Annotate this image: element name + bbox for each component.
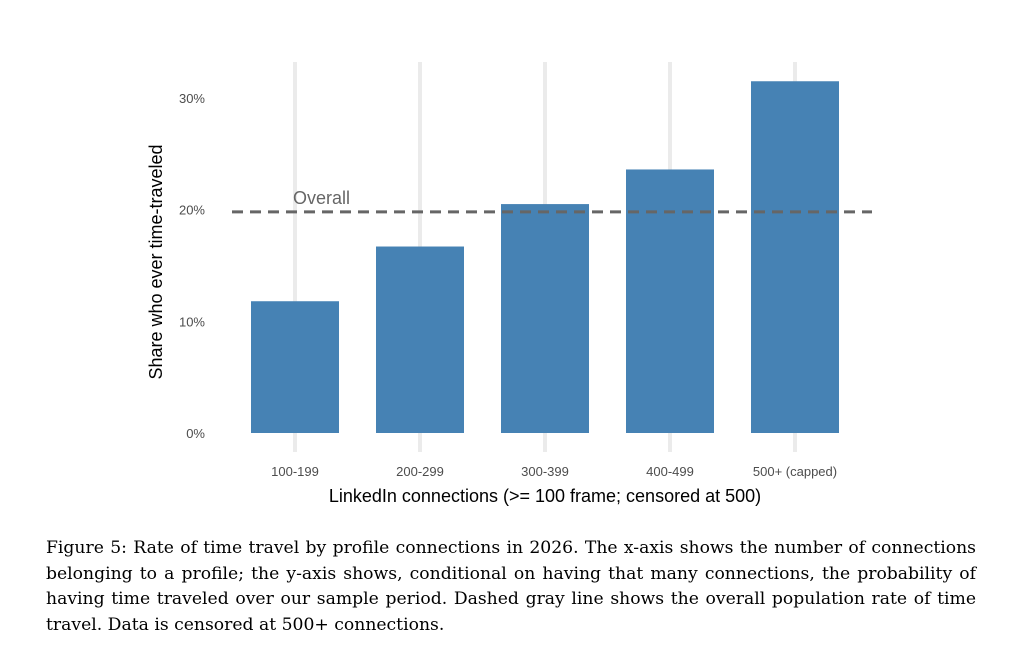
bar-300-399 bbox=[501, 204, 589, 433]
x-tick-label: 500+ (capped) bbox=[753, 464, 837, 479]
x-axis-ticks: 100-199 200-299 300-399 400-499 500+ (capped… bbox=[271, 464, 837, 479]
x-tick-label: 300-399 bbox=[521, 464, 569, 479]
x-tick-label: 400-499 bbox=[646, 464, 694, 479]
x-axis-title: LinkedIn connections (>= 100 frame; cens… bbox=[329, 486, 761, 506]
bar-100-199 bbox=[251, 301, 339, 433]
y-axis-title: Share who ever time-traveled bbox=[146, 144, 166, 379]
x-tick-label: 100-199 bbox=[271, 464, 319, 479]
y-tick-label: 30% bbox=[179, 91, 205, 106]
reference-line-group: Overall bbox=[232, 188, 872, 214]
bar-400-499 bbox=[626, 169, 714, 433]
bar-500+ (capped) bbox=[751, 81, 839, 433]
y-tick-label: 0% bbox=[186, 426, 205, 441]
y-axis-ticks: 0% 10% 20% 30% bbox=[179, 91, 205, 441]
bars bbox=[251, 81, 839, 433]
x-tick-label: 200-299 bbox=[396, 464, 444, 479]
y-tick-label: 10% bbox=[179, 314, 205, 329]
bar-200-299 bbox=[376, 246, 464, 433]
reference-line-label: Overall bbox=[293, 188, 350, 208]
figure-caption: Figure 5: Rate of time travel by profile… bbox=[46, 538, 976, 635]
bar-chart: Overall 0% 10% 20% 30% 100-199 200-299 300-39… bbox=[146, 62, 872, 506]
y-tick-label: 20% bbox=[179, 203, 205, 218]
